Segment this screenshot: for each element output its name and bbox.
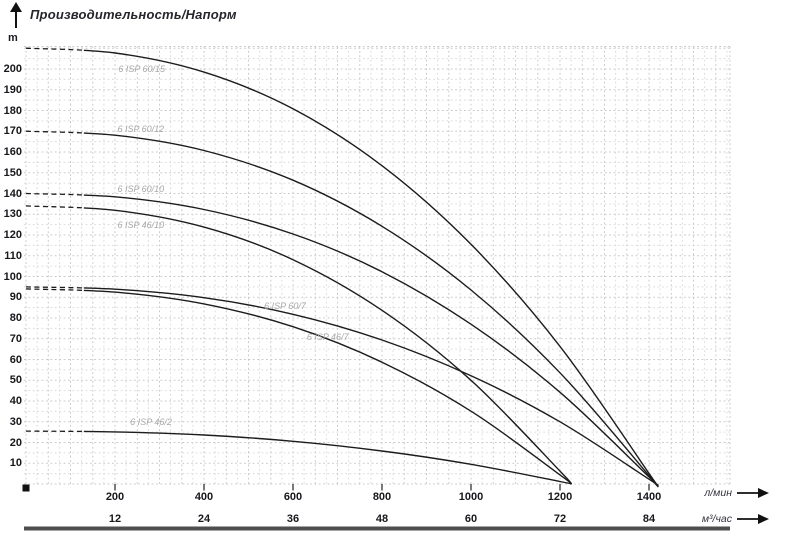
x-tick-lmin-1400: 1400 bbox=[636, 491, 662, 503]
y-tick-label-170: 170 bbox=[3, 125, 22, 138]
x-tick-m3h-24: 24 bbox=[197, 513, 211, 525]
y-tick-label-10: 10 bbox=[9, 457, 22, 470]
origin-square-marker bbox=[22, 484, 30, 492]
y-tick-label-50: 50 bbox=[9, 374, 22, 387]
x-tick-m3h-36: 36 bbox=[286, 513, 300, 525]
x-tick-lmin-1000: 1000 bbox=[458, 491, 484, 503]
secondary-axis-bar bbox=[24, 526, 730, 531]
pump-curve-6-ISP-60-12 bbox=[83, 132, 659, 487]
x-tick-lmin-600: 600 bbox=[283, 491, 303, 503]
x-axis-unit-secondary: м³/час bbox=[701, 513, 732, 525]
y-tick-label-140: 140 bbox=[3, 187, 22, 200]
pump-curve-6-ISP-60-15 bbox=[83, 49, 659, 488]
x-tick-m3h-60: 60 bbox=[464, 513, 478, 525]
pump-curve-6-ISP-46-2 bbox=[83, 430, 572, 485]
curve-label-6-ISP-46-7: 6 ISP 46/7 bbox=[306, 331, 349, 342]
y-tick-label-20: 20 bbox=[9, 436, 22, 449]
x-tick-lmin-800: 800 bbox=[372, 491, 392, 503]
pump-curve-dashed-6-ISP-60-15 bbox=[25, 47, 84, 51]
y-tick-label-190: 190 bbox=[3, 83, 22, 96]
y-tick-label-120: 120 bbox=[3, 229, 22, 241]
x-axis-secondary-right-arrow-icon bbox=[737, 514, 769, 524]
x-axis-primary-right-arrow-icon bbox=[737, 488, 769, 498]
y-tick-label-80: 80 bbox=[9, 312, 22, 324]
y-tick-label-30: 30 bbox=[9, 415, 22, 428]
pump-curve-6-ISP-46-7 bbox=[83, 289, 572, 485]
curve-label-6-ISP-60-7: 6 ISP 60/7 bbox=[264, 300, 306, 311]
curve-label-6-ISP-60-10: 6 ISP 60/10 bbox=[117, 184, 165, 195]
pump-curve-6-ISP-60-10 bbox=[83, 194, 659, 487]
y-tick-label-150: 150 bbox=[3, 166, 22, 179]
y-tick-label-110: 110 bbox=[4, 249, 22, 262]
y-tick-label-200: 200 bbox=[3, 63, 22, 75]
pump-curve-dashed-6-ISP-60-7 bbox=[25, 286, 84, 289]
y-tick-label-160: 160 bbox=[3, 146, 22, 158]
pump-curve-6-ISP-60-7 bbox=[83, 287, 659, 486]
curve-label-6-ISP-46-10: 6 ISP 46/10 bbox=[117, 219, 165, 230]
pump-curve-dashed-6-ISP-46-2 bbox=[25, 430, 84, 433]
chart-title: Производительность/Напорм bbox=[30, 7, 237, 22]
curve-label-6-ISP-60-15: 6 ISP 60/15 bbox=[118, 64, 166, 74]
pump-curve-6-ISP-46-10 bbox=[83, 207, 572, 485]
x-tick-m3h-48: 48 bbox=[375, 513, 389, 525]
y-tick-label-90: 90 bbox=[9, 291, 22, 304]
curve-label-6-ISP-46-2: 6 ISP 46/2 bbox=[130, 416, 172, 427]
y-tick-label-130: 130 bbox=[3, 208, 22, 221]
y-axis-up-arrow-icon bbox=[10, 2, 22, 28]
curve-label-6-ISP-60-12: 6 ISP 60/12 bbox=[117, 124, 165, 135]
x-tick-lmin-400: 400 bbox=[194, 491, 214, 503]
x-tick-m3h-72: 72 bbox=[553, 513, 567, 525]
x-tick-m3h-12: 12 bbox=[108, 513, 122, 525]
x-tick-lmin-1200: 1200 bbox=[547, 491, 573, 503]
y-tick-label-180: 180 bbox=[3, 104, 22, 117]
x-tick-lmin-200: 200 bbox=[105, 491, 125, 503]
y-tick-label-100: 100 bbox=[3, 270, 22, 283]
y-tick-label-70: 70 bbox=[9, 332, 22, 345]
y-tick-label-40: 40 bbox=[9, 395, 22, 407]
y-axis-unit-label: m bbox=[8, 32, 18, 44]
y-tick-label-60: 60 bbox=[9, 353, 22, 366]
x-tick-m3h-84: 84 bbox=[642, 513, 656, 525]
x-axis-unit-primary: л/мин bbox=[704, 487, 732, 499]
